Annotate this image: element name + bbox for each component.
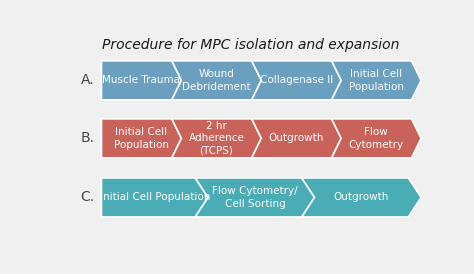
Text: Flow Cytometry/
Cell Sorting: Flow Cytometry/ Cell Sorting [212, 186, 298, 209]
Text: Collagenase II: Collagenase II [260, 75, 333, 85]
Text: Outgrowth: Outgrowth [269, 133, 324, 143]
Text: C.: C. [80, 190, 94, 204]
Polygon shape [101, 61, 182, 100]
Polygon shape [332, 61, 421, 100]
Polygon shape [172, 61, 261, 100]
Polygon shape [302, 178, 421, 217]
Polygon shape [172, 119, 261, 158]
Text: A.: A. [81, 73, 94, 87]
Text: Flow
Cytometry: Flow Cytometry [349, 127, 404, 150]
Text: Muscle Trauma: Muscle Trauma [102, 75, 181, 85]
Text: Wound
Debridement: Wound Debridement [182, 69, 251, 92]
Polygon shape [252, 119, 341, 158]
Text: Initial Cell
Population: Initial Cell Population [114, 127, 169, 150]
Text: 2 hr
Adherence
(TCPS): 2 hr Adherence (TCPS) [189, 121, 245, 156]
Polygon shape [252, 61, 341, 100]
Polygon shape [101, 119, 182, 158]
Polygon shape [332, 119, 421, 158]
Text: Initial Cell
Population: Initial Cell Population [349, 69, 404, 92]
Polygon shape [195, 178, 315, 217]
Polygon shape [101, 178, 208, 217]
Text: Initial Cell Population: Initial Cell Population [100, 192, 210, 202]
Text: Outgrowth: Outgrowth [334, 192, 389, 202]
Text: B.: B. [80, 131, 94, 145]
Text: Procedure for MPC isolation and expansion: Procedure for MPC isolation and expansio… [101, 38, 399, 52]
